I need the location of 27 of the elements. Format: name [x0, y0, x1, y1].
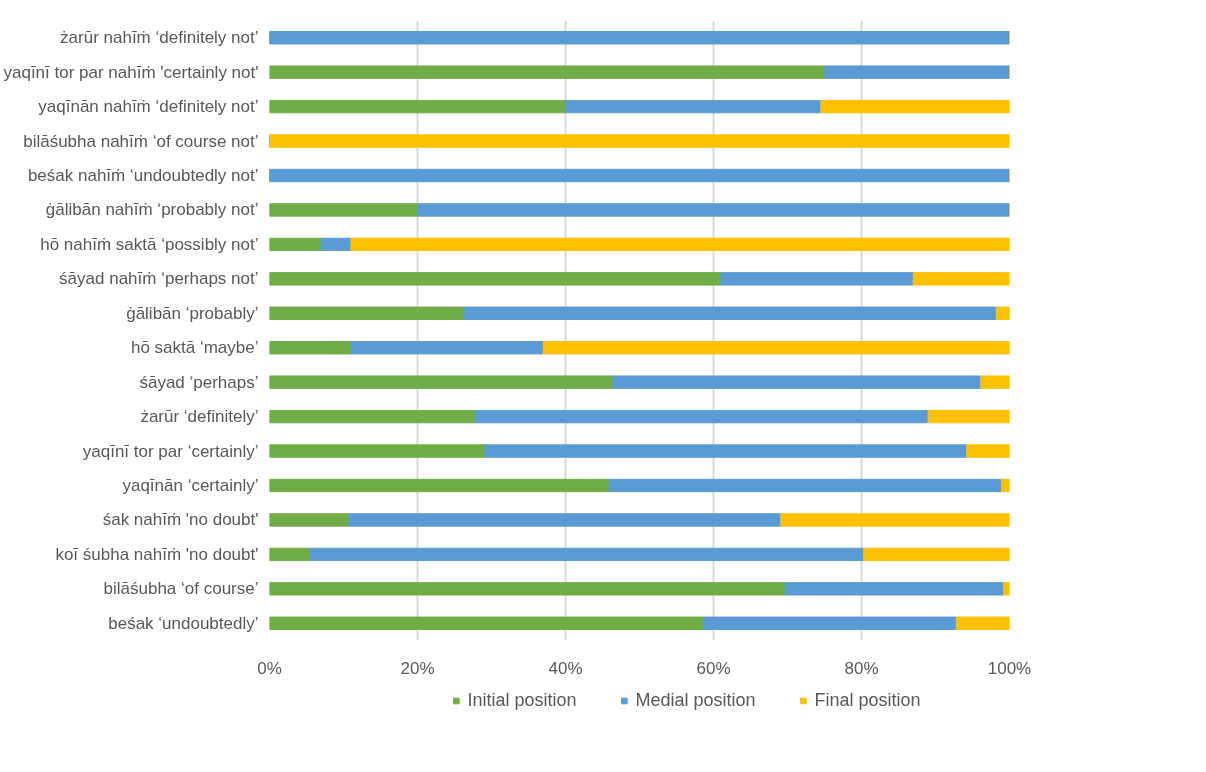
y-tick-label: yaqīnān ‘certainly’: [122, 476, 259, 495]
y-tick-label: żarūr nahīṁ ‘definitely not’: [60, 28, 259, 48]
x-tick-label: 0%: [257, 658, 282, 678]
y-tick-label: hō saktā ‘maybe’: [130, 338, 259, 358]
y-tick-label: śāyad nahīṁ ‘perhaps not’: [59, 269, 259, 289]
y-tick-label: hō nahīṁ saktā ‘possibly not’: [40, 234, 259, 254]
y-tick-label: bilāśubha ‘of course’: [103, 579, 259, 599]
y-tick-label: yaqīnān nahīṁ ‘definitely not’: [38, 97, 259, 117]
y-tick-label: yaqīnī tor par ‘certainly’: [82, 441, 259, 461]
y-tick-label: żarūr ‘definitely’: [140, 407, 259, 427]
x-tick-label: 60%: [696, 658, 731, 678]
y-tick-label: ġālibān ‘probably’: [126, 303, 259, 323]
y-tick-label: śak nahīṁ 'no doubt': [102, 510, 259, 530]
y-tick-label: yaqīnī tor par nahīṁ 'certainly not': [3, 62, 259, 82]
x-tick-label: 100%: [987, 658, 1032, 678]
y-tick-label: beśak nahīṁ ‘undoubtedly not’: [27, 166, 259, 185]
legend-label: Initial position: [467, 689, 577, 711]
y-tick-label: koī śubha nahīṁ 'no doubt': [55, 544, 259, 564]
y-tick-label: śāyad ‘perhaps’: [139, 372, 259, 392]
legend-label: Medial position: [635, 689, 756, 711]
x-tick-label: 80%: [844, 658, 879, 678]
legend-label: Final position: [814, 689, 921, 711]
y-tick-label: ġālibān nahīṁ ‘probably not’: [45, 200, 259, 220]
y-tick-label: bilāśubha nahīṁ ‘of course not’: [23, 131, 259, 151]
x-tick-label: 20%: [400, 658, 435, 678]
y-tick-label: beśak ‘undoubtedly’: [108, 613, 259, 633]
x-tick-label: 40%: [548, 658, 583, 678]
